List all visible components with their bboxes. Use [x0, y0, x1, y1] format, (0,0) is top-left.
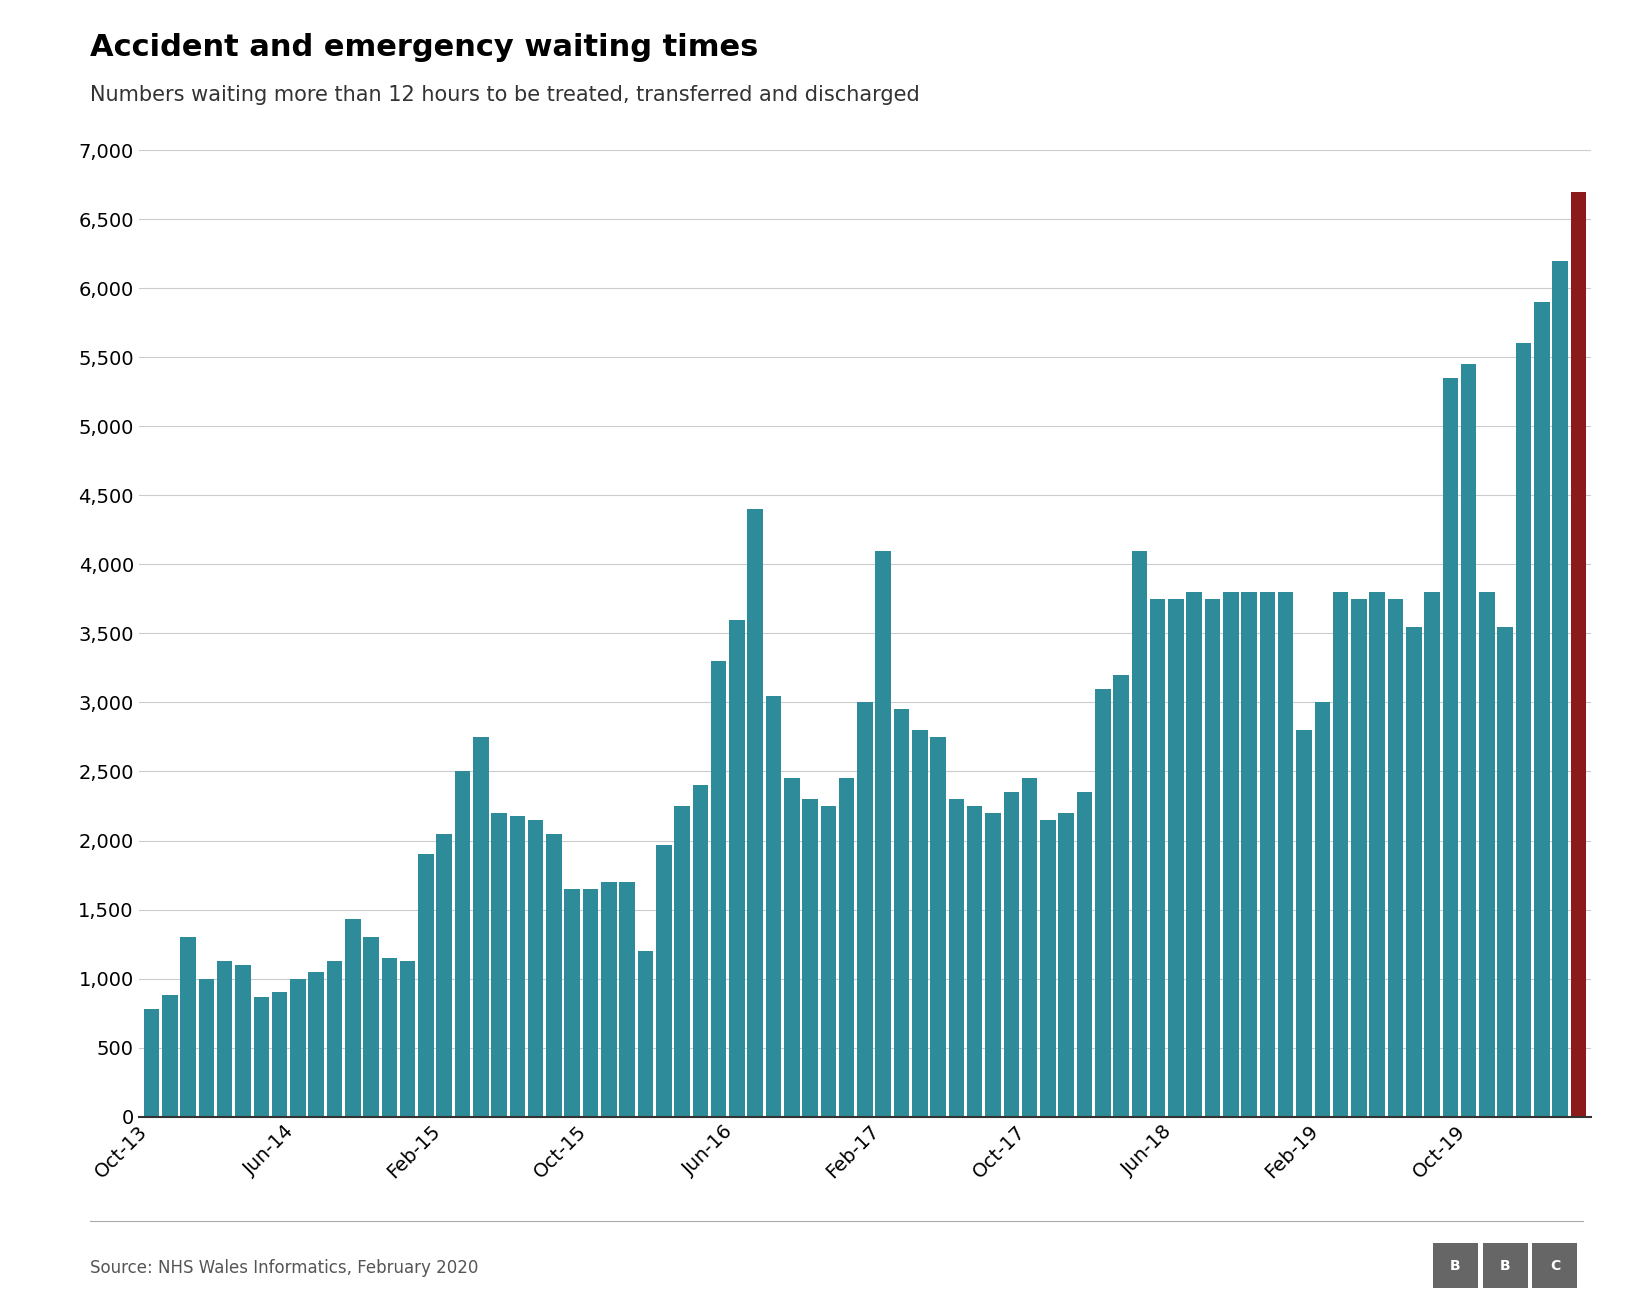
Bar	[1040, 820, 1056, 1117]
Bar	[948, 799, 965, 1117]
Bar	[620, 882, 635, 1117]
Bar	[436, 833, 452, 1117]
Bar	[162, 995, 178, 1117]
Bar	[1333, 592, 1348, 1117]
Bar	[290, 978, 305, 1117]
Text: Numbers waiting more than 12 hours to be treated, transferred and discharged: Numbers waiting more than 12 hours to be…	[90, 85, 919, 104]
Bar	[875, 551, 891, 1117]
Text: B: B	[1500, 1259, 1511, 1272]
Bar	[1077, 793, 1092, 1117]
Bar	[308, 972, 323, 1117]
Bar	[712, 661, 726, 1117]
Bar	[217, 961, 232, 1117]
Text: Source: NHS Wales Informatics, February 2020: Source: NHS Wales Informatics, February …	[90, 1259, 478, 1277]
Bar	[1242, 592, 1257, 1117]
Bar	[253, 996, 269, 1117]
Bar	[382, 957, 397, 1117]
Bar	[1296, 730, 1312, 1117]
Bar	[527, 820, 543, 1117]
Bar	[1498, 627, 1513, 1117]
Bar	[199, 978, 214, 1117]
Bar	[986, 812, 1000, 1117]
Bar	[765, 696, 782, 1117]
Bar	[1407, 627, 1421, 1117]
Bar	[1516, 343, 1531, 1117]
Bar	[1570, 192, 1586, 1117]
Bar	[455, 772, 470, 1117]
Bar	[1552, 261, 1568, 1117]
Bar	[656, 845, 671, 1117]
Bar	[1022, 778, 1038, 1117]
Bar	[1351, 599, 1366, 1117]
Bar	[1113, 675, 1129, 1117]
Bar	[674, 806, 690, 1117]
Bar	[821, 806, 836, 1117]
Bar	[326, 961, 343, 1117]
Bar	[1387, 599, 1404, 1117]
Bar	[747, 509, 764, 1117]
Bar	[473, 737, 488, 1117]
Text: B: B	[1451, 1259, 1461, 1272]
Bar	[144, 1010, 160, 1117]
Bar	[1369, 592, 1386, 1117]
Bar	[1151, 599, 1165, 1117]
Bar	[857, 703, 873, 1117]
Bar	[930, 737, 947, 1117]
Bar	[1433, 1243, 1479, 1288]
Bar	[730, 619, 744, 1117]
Bar	[1222, 592, 1239, 1117]
Bar	[1534, 302, 1549, 1117]
Bar	[583, 889, 599, 1117]
Bar	[181, 938, 196, 1117]
Bar	[509, 816, 526, 1117]
Bar	[1443, 377, 1457, 1117]
Bar	[364, 938, 379, 1117]
Bar	[1425, 592, 1439, 1117]
Bar	[1131, 551, 1147, 1117]
Text: C: C	[1550, 1259, 1560, 1272]
Bar	[638, 951, 653, 1117]
Bar	[839, 778, 855, 1117]
Bar	[783, 778, 800, 1117]
Bar	[1004, 793, 1018, 1117]
Bar	[692, 785, 708, 1117]
Bar	[1482, 1243, 1528, 1288]
Bar	[912, 730, 927, 1117]
Bar	[344, 919, 361, 1117]
Bar	[966, 806, 982, 1117]
Bar	[803, 799, 818, 1117]
Bar	[418, 854, 434, 1117]
Bar	[1186, 592, 1203, 1117]
Bar	[1314, 703, 1330, 1117]
Bar	[491, 812, 508, 1117]
Bar	[1204, 599, 1221, 1117]
Bar	[1278, 592, 1294, 1117]
Bar	[1479, 592, 1495, 1117]
Bar	[400, 961, 416, 1117]
Bar	[894, 709, 909, 1117]
Text: Accident and emergency waiting times: Accident and emergency waiting times	[90, 33, 759, 61]
Bar	[547, 833, 561, 1117]
Bar	[235, 965, 251, 1117]
Bar	[1059, 812, 1074, 1117]
Bar	[1169, 599, 1183, 1117]
Bar	[273, 993, 287, 1117]
Bar	[1260, 592, 1275, 1117]
Bar	[1532, 1243, 1578, 1288]
Bar	[601, 882, 617, 1117]
Bar	[1095, 688, 1110, 1117]
Bar	[1461, 364, 1477, 1117]
Bar	[565, 889, 579, 1117]
